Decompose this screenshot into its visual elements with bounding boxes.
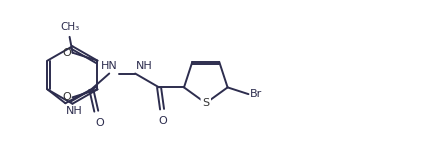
Text: NH: NH — [66, 106, 83, 116]
Text: HN: HN — [101, 61, 117, 71]
Text: O: O — [63, 48, 71, 58]
Text: O: O — [95, 118, 104, 128]
Text: O: O — [63, 92, 71, 102]
Text: CH₃: CH₃ — [60, 22, 79, 32]
Text: S: S — [202, 98, 209, 108]
Text: O: O — [159, 116, 167, 126]
Text: NH: NH — [136, 61, 153, 71]
Text: Br: Br — [249, 89, 262, 99]
